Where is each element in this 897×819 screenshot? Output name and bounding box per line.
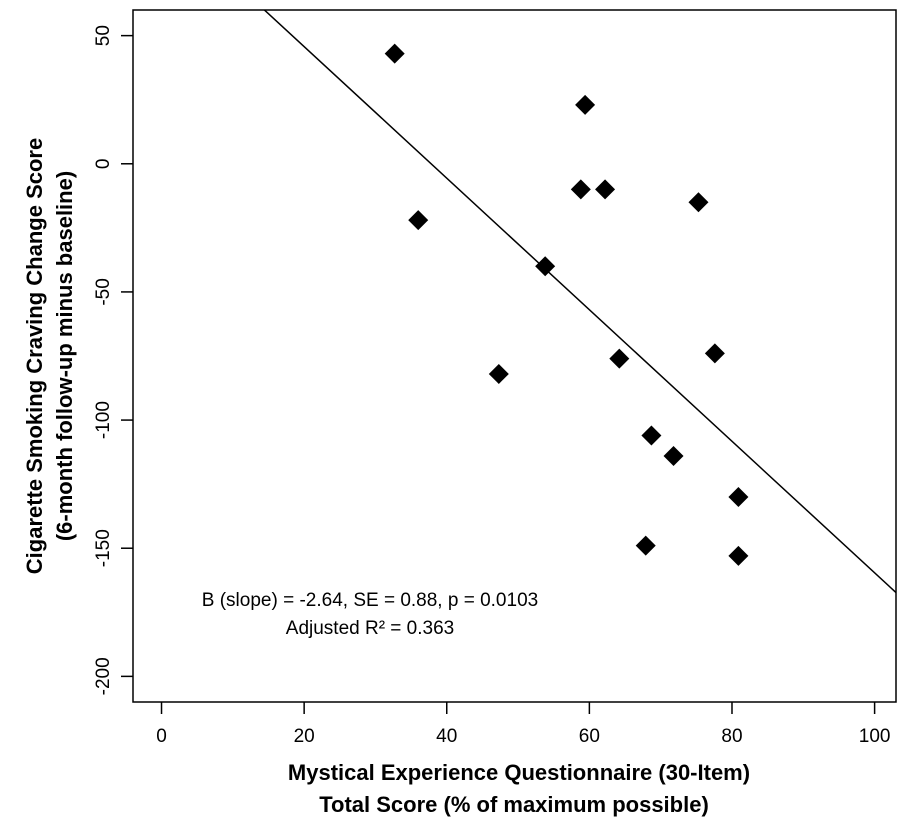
x-tick-label: 100	[859, 726, 891, 747]
y-tick-label: -100	[93, 401, 114, 439]
data-point	[488, 363, 509, 384]
y-tick-label: -200	[93, 657, 114, 695]
x-axis: 0 20 40 60 80 100	[156, 702, 890, 747]
data-point	[408, 210, 429, 231]
x-tick-label: 80	[721, 726, 742, 747]
plot-frame	[132, 9, 897, 703]
data-point	[641, 425, 662, 446]
data-point	[688, 192, 709, 213]
data-point	[635, 535, 656, 556]
annotation-line-2: Adjusted R² = 0.363	[286, 618, 454, 639]
y-tick-label: -150	[93, 529, 114, 567]
y-tick-label: 50	[93, 25, 114, 46]
data-point	[663, 445, 684, 466]
data-point	[570, 179, 591, 200]
y-axis: -200 -150 -100 -50 0 50	[93, 25, 133, 695]
data-point	[728, 486, 749, 507]
data-point	[575, 94, 596, 115]
regression-line	[263, 10, 896, 594]
y-axis-title: Cigarette Smoking Craving Change Score (…	[22, 138, 77, 574]
y-axis-title-line-2: (6-month follow-up minus baseline)	[52, 171, 77, 541]
y-tick-label: -50	[93, 278, 114, 305]
x-axis-title: Mystical Experience Questionnaire (30-It…	[288, 760, 750, 817]
x-tick-label: 0	[156, 726, 167, 747]
x-axis-title-line-1: Mystical Experience Questionnaire (30-It…	[288, 760, 750, 785]
x-tick-label: 20	[294, 726, 315, 747]
data-point	[595, 179, 616, 200]
y-axis-title-line-1: Cigarette Smoking Craving Change Score	[22, 138, 47, 574]
data-points	[384, 43, 749, 566]
x-tick-label: 40	[436, 726, 457, 747]
regression-annotation: B (slope) = -2.64, SE = 0.88, p = 0.0103…	[202, 590, 538, 639]
y-tick-label: 0	[93, 158, 114, 169]
x-tick-label: 60	[579, 726, 600, 747]
data-point	[704, 343, 725, 364]
data-point	[609, 348, 630, 369]
data-point	[728, 545, 749, 566]
x-axis-title-line-2: Total Score (% of maximum possible)	[319, 792, 709, 817]
data-point	[384, 43, 405, 64]
annotation-line-1: B (slope) = -2.64, SE = 0.88, p = 0.0103	[202, 590, 538, 611]
data-point	[535, 256, 556, 277]
